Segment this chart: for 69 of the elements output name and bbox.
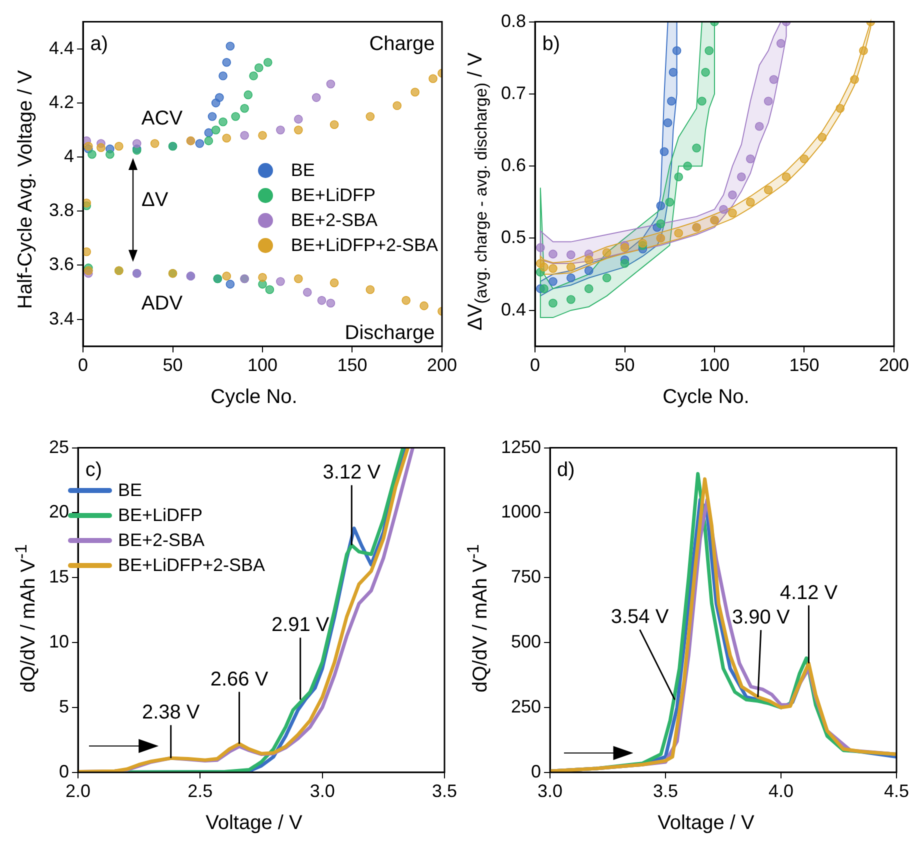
annotation: d) (556, 459, 575, 482)
y-tick-label: 20 (48, 502, 70, 522)
x-axis-title: Cycle No. (662, 386, 750, 409)
x-tick-label: 100 (247, 355, 278, 376)
legend-label: BE+LiDFP+2-SBA (118, 555, 266, 576)
y-tick-label: 4.4 (48, 38, 74, 58)
y-tick-label: 0 (531, 761, 542, 782)
annotation: c) (85, 459, 102, 482)
x-tick-label: 50 (614, 355, 635, 376)
annotation: 2.91 V (271, 614, 330, 636)
annotation: 3.54 V (610, 606, 670, 628)
x-tick-label: 50 (162, 355, 183, 376)
x-tick-label: 200 (878, 355, 910, 376)
x-axis-title: Voltage / V (656, 812, 756, 835)
y-tick-label: 0.7 (500, 82, 526, 103)
y-tick-label: 3.4 (48, 308, 74, 328)
x-tick-label: 0 (78, 355, 88, 376)
y-tick-label: 1250 (500, 436, 542, 457)
y-tick-label: 3.6 (48, 254, 74, 274)
x-tick-label: 3.5 (653, 781, 678, 802)
annotation: 3.90 V (732, 606, 790, 629)
x-tick-label: 200 (426, 355, 458, 376)
annotation: ADV (141, 292, 184, 315)
y-tick-label: 0.4 (500, 299, 526, 320)
x-tick-label: 150 (337, 355, 368, 376)
annotation: Discharge (344, 322, 435, 344)
x-axis-title: Cycle No. (210, 386, 298, 409)
y-tick-label: 500 (510, 632, 542, 652)
legend-label: BE (290, 160, 315, 181)
x-tick-label: 150 (789, 355, 820, 376)
x-tick-label: 2.0 (66, 781, 91, 802)
annotation: Charge (369, 33, 435, 56)
y-tick-label: 0 (59, 761, 70, 782)
annotation: 2.66 V (210, 668, 269, 690)
legend-label: BE+2-SBA (290, 210, 378, 231)
x-tick-label: 4.0 (768, 781, 794, 802)
annotation: ΔV (141, 188, 169, 211)
legend-label: BE+LiDFP+2-SBA (290, 235, 438, 256)
y-tick-label: 3.8 (48, 200, 74, 220)
y-tick-label: 750 (510, 566, 542, 587)
y-tick-label: 0.6 (500, 155, 526, 176)
y-tick-label: 4 (64, 146, 74, 166)
annotation: ACV (141, 108, 184, 130)
annotation: 3.12 V (322, 462, 382, 484)
y-tick-label: 25 (48, 436, 70, 457)
x-axis-title: Voltage / V (204, 812, 304, 835)
legend-label: BE+2-SBA (118, 530, 205, 551)
y-tick-label: 0.5 (500, 227, 526, 248)
legend-label: BE+LiDFP (118, 505, 203, 526)
legend-label: BE+LiDFP (290, 185, 376, 206)
x-tick-label: 3.0 (538, 781, 563, 802)
y-tick-label: 4.2 (48, 92, 74, 112)
y-tick-label: 15 (48, 566, 70, 587)
y-tick-label: 10 (48, 632, 70, 652)
annotation: a) (90, 33, 108, 56)
y-axis-title: Half-Cycle Avg. Voltage / V (14, 69, 38, 311)
annotation: 4.12 V (780, 582, 838, 604)
x-tick-label: 3.5 (432, 781, 458, 802)
y-tick-label: 250 (510, 696, 542, 716)
legend-label: BE (118, 480, 142, 501)
annotation: 2.38 V (142, 702, 200, 724)
x-tick-label: 2.5 (188, 781, 213, 802)
x-tick-label: 3.0 (310, 781, 335, 802)
y-tick-label: 5 (59, 696, 70, 716)
y-tick-label: 1000 (500, 502, 542, 522)
x-tick-label: 4.5 (884, 781, 910, 802)
x-tick-label: 100 (699, 355, 730, 376)
y-tick-label: 0.8 (500, 10, 526, 31)
annotation: b) (542, 33, 560, 56)
